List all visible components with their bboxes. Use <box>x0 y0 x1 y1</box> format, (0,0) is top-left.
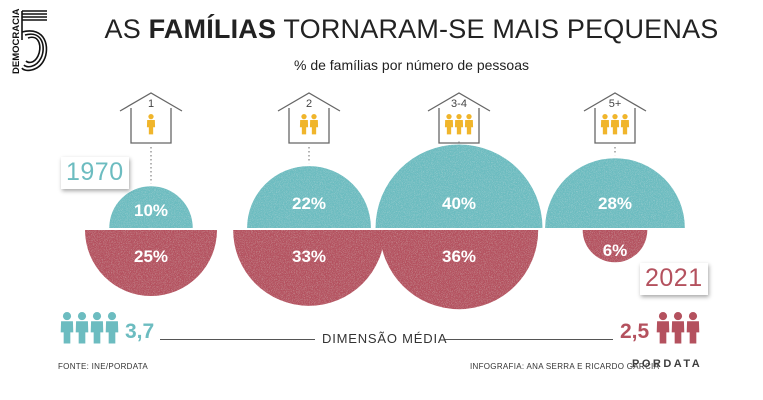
half-circle-2021-2 <box>233 230 385 306</box>
avg-person-1970-1 <box>60 312 74 344</box>
avg-person-1970-2 <box>75 312 89 344</box>
avg-person-2021-3 <box>686 312 700 344</box>
value-label-1970-1: 10% <box>134 201 168 220</box>
half-circle-2021-5+ <box>582 230 648 263</box>
half-circle-1970-2 <box>247 166 371 228</box>
divider-left <box>160 339 315 340</box>
person-icon-5+-1 <box>600 114 610 135</box>
person-icon-3-4-1 <box>444 114 454 135</box>
average-size-label: DIMENSÃO MÉDIA <box>322 331 448 346</box>
year-2021-badge: 2021 <box>640 263 708 295</box>
house-icon-1: 1 <box>119 92 183 184</box>
year-1970-badge: 1970 <box>61 157 129 189</box>
person-icon-2-2 <box>309 114 319 135</box>
democracia-5-logo: DEMOCRACIA 5 <box>11 8 48 74</box>
house-icon-2: 2 <box>277 92 341 164</box>
avg-person-1970-3 <box>90 312 104 344</box>
half-circle-1970-3-4 <box>375 144 543 228</box>
average-people-2021-icon <box>656 312 700 344</box>
source-note: FONTE: INE/PORDATA <box>58 362 148 371</box>
credits-note: INFOGRAFIA: ANA SERRA E RICARDO GARCIA <box>470 362 660 371</box>
value-label-2021-2: 33% <box>292 247 326 266</box>
half-circle-2021-3-4 <box>379 230 539 310</box>
person-icon-5+-3 <box>620 114 630 135</box>
average-size-2021: 2,5 <box>620 320 650 343</box>
half-circle-1970-1 <box>109 186 193 228</box>
category-label-2: 2 <box>306 98 312 110</box>
value-label-1970-3-4: 40% <box>442 194 476 213</box>
category-label-1: 1 <box>148 98 154 110</box>
avg-person-1970-4 <box>105 312 119 344</box>
value-label-2021-5+: 6% <box>603 241 628 260</box>
person-icon-5+-2 <box>610 114 620 135</box>
avg-person-2021-2 <box>671 312 685 344</box>
value-label-2021-1: 25% <box>134 247 168 266</box>
logo-five-icon <box>21 10 48 72</box>
chart-subtitle: % de famílias por número de pessoas <box>293 57 529 73</box>
person-icon-3-4-3 <box>464 114 474 135</box>
category-label-3-4: 3-4 <box>451 98 467 110</box>
house-icon-5+: 5+ <box>583 92 647 156</box>
half-circle-1970-5+ <box>545 158 685 228</box>
average-people-1970-icon <box>60 312 119 344</box>
category-label-5+: 5+ <box>609 98 622 110</box>
avg-person-2021-1 <box>656 312 670 344</box>
divider-right <box>445 339 613 340</box>
person-icon-3-4-2 <box>454 114 464 135</box>
value-label-1970-5+: 28% <box>598 194 632 213</box>
half-circle-2021-1 <box>85 230 217 296</box>
person-icon-1-1 <box>146 114 156 135</box>
pordata-logo: PORDATA <box>632 358 703 370</box>
value-label-1970-2: 22% <box>292 194 326 213</box>
baseline-gap <box>0 228 763 230</box>
house-icon-3-4: 3-4 <box>427 92 491 147</box>
chart-title: AS FAMÍLIAS TORNARAM-SE MAIS PEQUENAS <box>104 14 719 44</box>
logo-text: DEMOCRACIA <box>11 8 22 74</box>
average-size-1970: 3,7 <box>125 320 155 343</box>
person-icon-2-1 <box>299 114 309 135</box>
value-label-2021-3-4: 36% <box>442 247 476 266</box>
